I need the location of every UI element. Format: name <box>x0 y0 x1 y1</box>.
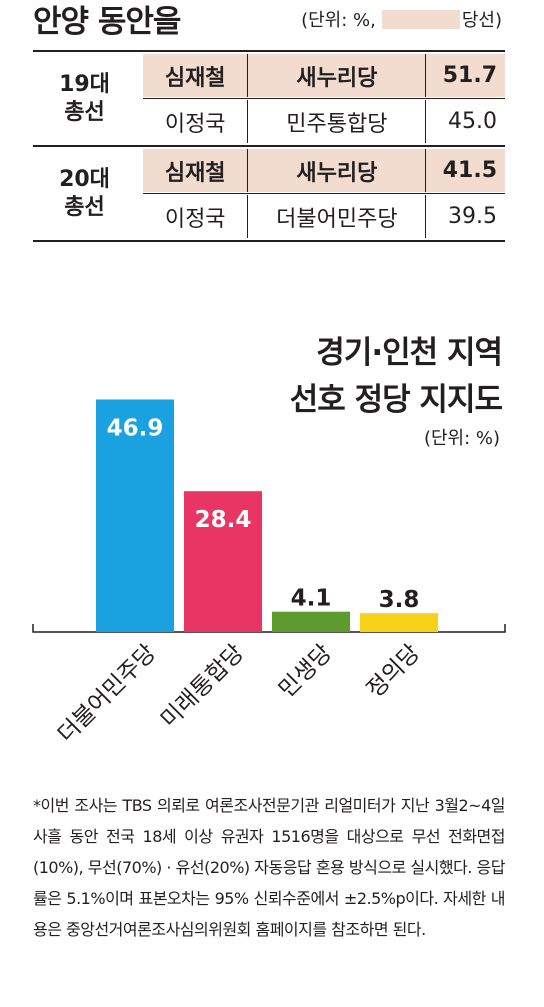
candidate-share: 41.5 <box>442 158 497 183</box>
category-label: 민생당 <box>274 640 337 703</box>
election-label-line1: 19대 <box>59 71 110 97</box>
bar-value-label: 4.1 <box>291 586 332 612</box>
candidate-name: 심재철 <box>143 54 249 97</box>
category-label: 미래통합당 <box>156 640 249 733</box>
election-label-line1: 20대 <box>59 166 110 192</box>
winner-row: 심재철 새누리당 51.7 <box>143 54 505 97</box>
winner-row: 심재철 새누리당 41.5 <box>143 149 505 192</box>
bar-4 <box>360 613 438 632</box>
bar-3 <box>272 611 350 632</box>
chart-title: 경기·인천 지역 선호 정당 지지도 <box>289 330 503 424</box>
election-label: 19대 총선 <box>33 52 136 145</box>
election-label: 20대 총선 <box>33 147 136 240</box>
survey-note: *이번 조사는 TBS 의뢰로 여론조사전문기관 리얼미터가 지난 3월2~4일… <box>33 796 506 939</box>
bar-value-label: 3.8 <box>379 587 420 613</box>
election-20: 20대 총선 심재철 새누리당 41.5 이정국 더불어민주당 39.5 <box>33 147 505 242</box>
chart-unit: (단위: %) <box>423 428 500 449</box>
election-label-line2: 총선 <box>64 194 105 220</box>
category-label: 더불어민주당 <box>53 640 161 748</box>
candidate-name: 심재철 <box>143 149 249 192</box>
x-axis-line <box>32 624 506 633</box>
bar-2 <box>184 491 262 632</box>
row-divider <box>143 98 505 99</box>
election-label-line2: 총선 <box>64 99 105 125</box>
unit-prefix: (단위: %, <box>301 10 376 31</box>
candidate-party: 더불어민주당 <box>248 195 427 238</box>
table-unit-note: (단위: %, 당선) <box>301 6 502 32</box>
winner-legend-swatch <box>381 9 460 29</box>
unit-suffix: 당선) <box>461 10 502 31</box>
bar-value-label: 28.4 <box>195 507 252 533</box>
category-label: 정의당 <box>362 640 425 703</box>
bar-1 <box>96 399 174 632</box>
candidate-share: 45.0 <box>448 109 497 134</box>
runner-up-row: 이정국 민주통합당 45.0 <box>143 100 505 143</box>
candidate-party: 새누리당 <box>248 54 427 97</box>
candidate-share: 51.7 <box>442 63 497 88</box>
candidate-party: 새누리당 <box>248 149 427 192</box>
row-divider <box>143 193 505 194</box>
election-19: 19대 총선 심재철 새누리당 51.7 이정국 민주통합당 45.0 <box>33 52 505 147</box>
candidate-party: 민주통합당 <box>248 100 427 143</box>
election-results-table: 19대 총선 심재철 새누리당 51.7 이정국 민주통합당 45.0 20대 … <box>33 50 505 242</box>
party-support-bar-chart: 46.9 더불어민주당 28.4 미래통합당 4.1 민생당 3.8 정의당 <box>32 399 506 748</box>
candidate-name: 이정국 <box>143 100 249 143</box>
candidate-name: 이정국 <box>143 195 249 238</box>
bar-value-label: 46.9 <box>107 415 164 441</box>
district-title: 안양 동안을 <box>33 4 181 40</box>
chart-title-line1: 경기·인천 지역 <box>316 335 503 371</box>
chart-title-line2: 선호 정당 지지도 <box>289 382 503 418</box>
runner-up-row: 이정국 더불어민주당 39.5 <box>143 195 505 238</box>
candidate-share: 39.5 <box>448 204 497 229</box>
